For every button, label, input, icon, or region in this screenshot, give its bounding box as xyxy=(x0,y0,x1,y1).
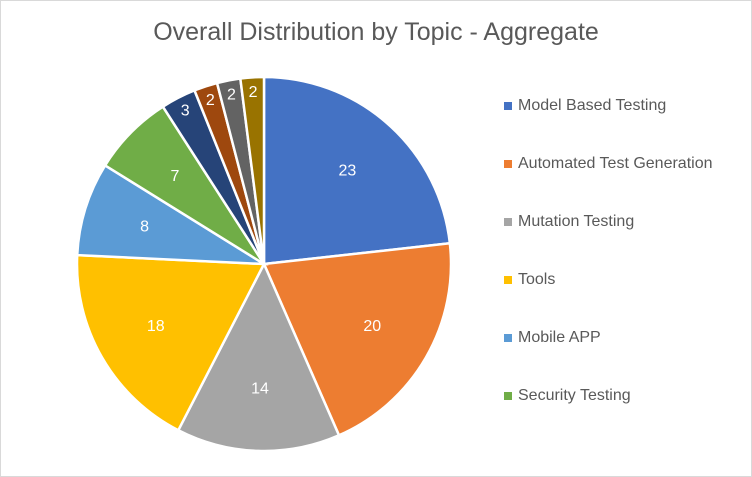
legend-swatch xyxy=(504,276,512,284)
slice-data-label: 23 xyxy=(338,162,356,179)
slice-data-label: 20 xyxy=(363,318,381,335)
legend-label: Tools xyxy=(518,271,556,288)
pie-slice xyxy=(176,261,341,453)
legend-label: Mobile APP xyxy=(518,329,601,346)
legend-label: Mutation Testing xyxy=(518,213,635,230)
legend-label: Security Testing xyxy=(518,387,631,404)
pie-slice xyxy=(262,75,452,266)
slice-data-label: 2 xyxy=(206,92,215,109)
legend-swatch xyxy=(504,334,512,342)
pie-slice xyxy=(262,241,453,437)
slice-data-label: 18 xyxy=(147,318,165,335)
legend-item: Automated Test Generation xyxy=(504,154,713,212)
pie-slice xyxy=(75,163,269,266)
chart-title: Overall Distribution by Topic - Aggregat… xyxy=(153,18,599,46)
legend-label: Automated Test Generation xyxy=(518,155,713,172)
slice-data-label: 14 xyxy=(251,380,269,397)
slice-data-label: 7 xyxy=(170,168,179,185)
legend-swatch xyxy=(504,392,512,400)
slice-data-label: 3 xyxy=(181,103,190,120)
slice-data-label: 2 xyxy=(249,84,258,101)
legend-label: Model Based Testing xyxy=(518,97,667,114)
slice-data-label: 2 xyxy=(227,87,236,104)
legend-item: Model Based Testing xyxy=(504,96,713,154)
legend-item: Mutation Testing xyxy=(504,212,713,270)
legend-swatch xyxy=(504,102,512,110)
legend-item: Mobile APP xyxy=(504,328,713,386)
pie-slice xyxy=(238,75,266,265)
legend-item: Security Testing xyxy=(504,386,713,444)
legend-item: Tools xyxy=(504,270,713,328)
slice-data-label: 8 xyxy=(140,218,149,235)
legend-swatch xyxy=(504,218,512,226)
legend-swatch xyxy=(504,160,512,168)
legend: Model Based Testing Automated Test Genera… xyxy=(504,96,713,444)
pie-slice xyxy=(75,253,267,432)
